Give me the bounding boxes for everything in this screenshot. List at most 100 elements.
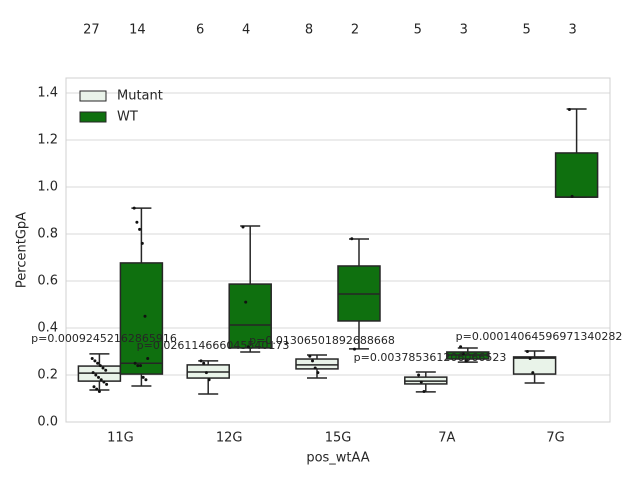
data-point <box>97 375 100 379</box>
data-point <box>101 366 105 370</box>
data-point <box>90 357 94 361</box>
count-label: 3 <box>568 23 576 38</box>
data-point <box>99 378 103 382</box>
x-tick-label: 12G <box>216 431 243 446</box>
box-group <box>295 354 339 379</box>
p-value-annotation: p=0.003785361206066523 <box>354 351 507 364</box>
box <box>512 356 557 375</box>
box <box>554 152 599 198</box>
data-point <box>313 366 317 370</box>
data-point <box>144 378 148 382</box>
data-point <box>96 361 100 365</box>
box-group <box>446 345 490 363</box>
box-group <box>228 225 272 353</box>
count-label: 2 <box>351 23 359 38</box>
data-point <box>202 361 206 365</box>
data-point <box>207 378 211 382</box>
box-group <box>119 206 164 387</box>
data-point <box>105 382 109 386</box>
data-point <box>464 359 468 363</box>
box <box>228 283 272 349</box>
data-point <box>316 371 320 375</box>
data-point <box>98 364 102 368</box>
y-tick-label: 0.0 <box>37 415 58 430</box>
data-point <box>141 375 145 379</box>
x-tick-label: 15G <box>325 431 352 446</box>
box <box>295 358 339 370</box>
x-tick-label: 7G <box>546 431 564 446</box>
data-point <box>94 373 98 377</box>
data-point <box>246 345 250 349</box>
data-point <box>308 354 312 358</box>
data-point <box>140 241 144 245</box>
y-axis-label: PercentGpA <box>15 212 30 288</box>
data-point <box>102 380 106 384</box>
data-point <box>132 206 136 210</box>
p-value-annotation: p=0.01306501892688668 <box>249 334 395 347</box>
data-point <box>353 347 356 351</box>
y-tick-label: 0.6 <box>37 274 58 289</box>
y-tick-label: 0.8 <box>37 227 58 242</box>
legend-label: Mutant <box>117 89 163 104</box>
data-point <box>139 364 142 368</box>
box-group <box>186 359 230 395</box>
data-point <box>422 389 426 393</box>
plot-frame <box>65 77 611 423</box>
y-tick-label: 1.0 <box>37 180 58 195</box>
data-point <box>311 359 314 363</box>
p-value-annotation: p=0.00014064596971340282 <box>456 330 623 343</box>
data-point <box>350 237 354 241</box>
y-tick-label: 1.2 <box>37 133 58 148</box>
y-tick-label: 0.2 <box>37 368 58 383</box>
data-point <box>92 385 96 389</box>
box-group <box>404 371 448 393</box>
p-value-annotation: p=0.00092452162865916 <box>31 332 177 345</box>
data-point <box>461 352 465 356</box>
data-point <box>528 357 532 361</box>
data-point <box>138 227 142 231</box>
data-point <box>244 300 248 304</box>
data-point <box>97 389 101 393</box>
p-value-annotation: p=0.026114666045540173 <box>137 339 290 352</box>
data-point <box>135 220 139 224</box>
data-point <box>91 371 95 375</box>
data-point <box>93 359 97 363</box>
data-point <box>136 364 140 368</box>
x-tick-label: 7A <box>438 431 455 446</box>
count-label: 6 <box>196 23 204 38</box>
box-group <box>337 237 381 351</box>
box-group <box>554 107 599 198</box>
data-point <box>133 361 137 365</box>
data-point <box>570 194 574 198</box>
data-point <box>204 371 208 375</box>
box-group <box>77 353 122 393</box>
count-label: 14 <box>129 23 146 38</box>
data-point <box>199 359 203 363</box>
legend-swatch <box>79 111 107 123</box>
count-label: 4 <box>242 23 250 38</box>
data-point <box>419 380 423 384</box>
count-label: 8 <box>305 23 313 38</box>
count-label: 3 <box>460 23 468 38</box>
x-tick-label: 11G <box>107 431 134 446</box>
count-label: 27 <box>83 23 100 38</box>
data-point <box>146 357 150 361</box>
data-point <box>104 368 108 372</box>
data-point <box>95 387 99 391</box>
x-axis-label: pos_wtAA <box>306 451 369 466</box>
count-label: 5 <box>414 23 422 38</box>
data-point <box>417 373 421 377</box>
y-tick-label: 0.4 <box>37 321 58 336</box>
legend-swatch <box>79 90 107 102</box>
data-point <box>531 371 535 375</box>
data-point <box>525 350 529 354</box>
data-point <box>567 107 571 111</box>
y-tick-label: 1.4 <box>37 86 58 101</box>
data-point <box>459 345 463 349</box>
box <box>119 262 164 375</box>
data-point <box>143 314 147 318</box>
count-label: 5 <box>522 23 530 38</box>
legend-label: WT <box>117 110 138 125</box>
box-group <box>512 350 557 384</box>
